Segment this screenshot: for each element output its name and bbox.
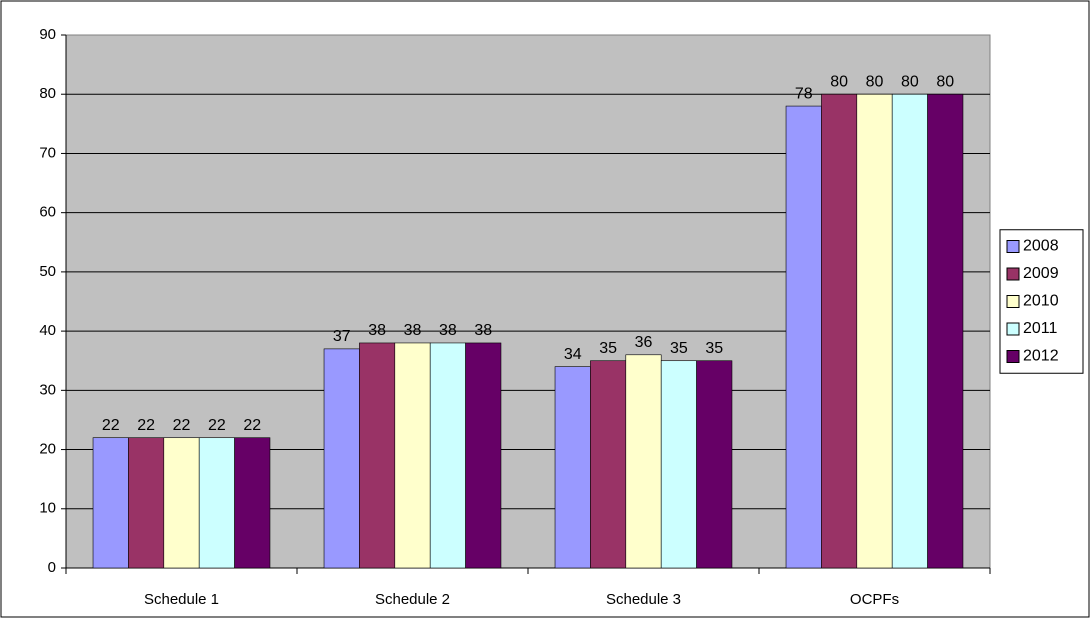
- data-label: 78: [795, 85, 813, 102]
- legend-label: 2010: [1023, 293, 1059, 310]
- y-tick-label: 20: [39, 441, 56, 458]
- y-tick-label: 0: [48, 559, 56, 576]
- x-tick-label: Schedule 1: [144, 591, 219, 608]
- data-label: 35: [670, 340, 688, 357]
- y-tick-label: 10: [39, 500, 56, 517]
- data-label: 80: [866, 73, 884, 90]
- bar: [554, 366, 591, 569]
- x-tick-label: Schedule 2: [375, 591, 450, 608]
- legend-swatch: [1006, 267, 1020, 281]
- data-label: 37: [333, 328, 351, 345]
- legend-swatch: [1006, 350, 1020, 363]
- legend-swatch: [1006, 295, 1020, 308]
- data-label: 35: [705, 340, 723, 357]
- data-label: 80: [830, 73, 848, 90]
- bar: [856, 93, 893, 569]
- bar: [891, 93, 928, 569]
- y-tick-label: 70: [39, 144, 56, 161]
- legend-label: 2012: [1023, 348, 1059, 365]
- data-label: 22: [243, 417, 261, 434]
- data-label: 35: [599, 340, 617, 357]
- bar: [92, 437, 129, 569]
- data-label: 38: [404, 322, 422, 339]
- data-label: 80: [936, 73, 954, 90]
- bar: [359, 342, 396, 569]
- bar: [696, 360, 733, 569]
- y-tick-label: 50: [39, 263, 56, 280]
- bar: [163, 437, 200, 569]
- y-tick-label: 40: [39, 322, 56, 339]
- bar: [590, 360, 627, 569]
- y-tick-label: 30: [39, 381, 56, 398]
- data-label: 34: [564, 346, 582, 363]
- data-label: 22: [102, 417, 120, 434]
- legend-label: 2009: [1023, 265, 1059, 282]
- data-label: 80: [901, 73, 919, 90]
- data-label: 38: [368, 322, 386, 339]
- legend-label: 2011: [1023, 320, 1058, 337]
- bar: [234, 437, 271, 569]
- legend-swatch: [1006, 240, 1020, 253]
- bar: [429, 342, 466, 569]
- bar: [927, 93, 964, 569]
- data-label: 36: [635, 334, 653, 351]
- legend-swatch: [1006, 322, 1020, 336]
- data-label: 38: [439, 322, 457, 339]
- bar: [785, 105, 822, 569]
- legend-label: 2008: [1023, 238, 1059, 255]
- data-label: 22: [137, 417, 155, 434]
- bar: [198, 437, 235, 569]
- bar: [323, 348, 360, 569]
- bar: [394, 342, 431, 569]
- data-label: 22: [173, 417, 191, 434]
- legend-box: [999, 229, 1084, 374]
- x-tick-label: OCPFs: [850, 591, 899, 608]
- bar: [625, 354, 662, 569]
- y-tick-label: 90: [39, 26, 56, 43]
- y-tick-label: 80: [39, 85, 56, 102]
- bar: [660, 360, 697, 569]
- bar: [128, 437, 165, 569]
- data-label: 22: [208, 417, 226, 434]
- x-tick-label: Schedule 3: [606, 591, 681, 608]
- y-tick-label: 60: [39, 204, 56, 221]
- bar: [465, 342, 502, 569]
- bar: [821, 93, 858, 569]
- data-label: 38: [474, 322, 492, 339]
